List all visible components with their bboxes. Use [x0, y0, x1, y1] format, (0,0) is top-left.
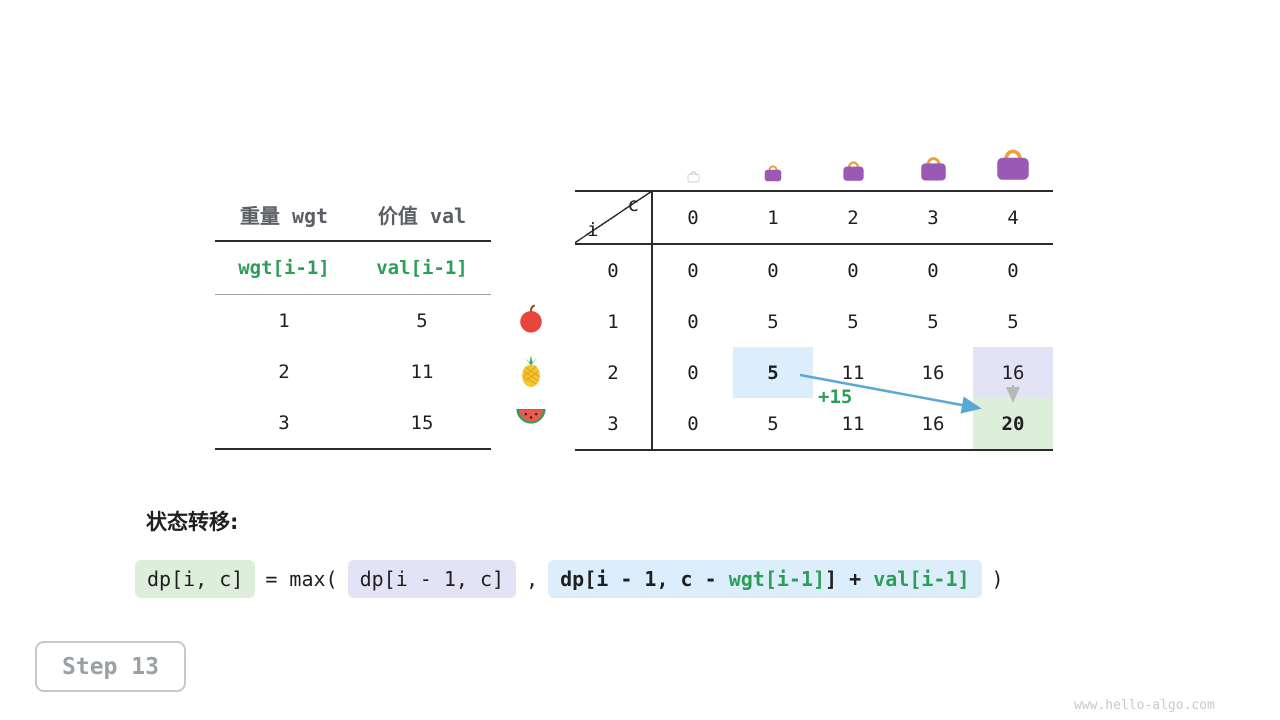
dp-cell-value: 5 — [847, 310, 859, 333]
formula-arg2-var: wgt[i-1] — [728, 567, 826, 591]
formula-separator: , — [526, 567, 539, 591]
dp-cell-value: 0 — [687, 412, 699, 435]
pineapple-icon — [514, 354, 548, 388]
items-cell: 11 — [410, 360, 434, 383]
dp-row-header: 1 — [575, 296, 653, 347]
dp-cell-value: 16 — [973, 347, 1053, 398]
dp-cell-value: 0 — [1007, 259, 1019, 282]
dp-cell-value: 16 — [921, 361, 945, 384]
formula-arg2-box: dp[i - 1, c - wgt[i-1]] + val[i-1] — [548, 560, 982, 598]
dp-column-header: 4 — [973, 192, 1053, 245]
dp-cell-value: 5 — [767, 310, 779, 333]
formula-arg2-var: val[i-1] — [873, 567, 970, 591]
items-column-header: 价值 val — [377, 203, 467, 228]
dp-column-header: 0 — [653, 192, 733, 245]
items-cell: 15 — [410, 411, 434, 434]
dp-row-header: 3 — [575, 398, 653, 449]
dp-cell-value: 20 — [973, 398, 1053, 449]
handbag-icon — [762, 162, 784, 183]
items-table-row: 2 11 — [215, 346, 491, 397]
formula-close-paren: ) — [991, 567, 1004, 591]
handbag-icon — [840, 157, 867, 183]
step-badge: Step 13 — [35, 641, 186, 692]
dp-cell-value: 16 — [921, 412, 945, 435]
dp-cell-value: 0 — [687, 310, 699, 333]
dp-cell-value: 5 — [1007, 310, 1019, 333]
formula-lhs-box: dp[i, c] — [135, 560, 256, 598]
dp-corner-row-var: i — [587, 219, 599, 241]
dp-row-header: 2 — [575, 347, 653, 398]
dp-cell-value: 0 — [687, 361, 699, 384]
state-transition-heading: 状态转移: — [146, 510, 239, 534]
dp-row-header: 0 — [575, 245, 653, 296]
dp-cell-value: 0 — [767, 259, 779, 282]
items-column-header: 重量 wgt — [239, 203, 329, 228]
items-cell: 2 — [278, 360, 290, 383]
dp-cell-value: 0 — [687, 259, 699, 282]
items-var-cell: val[i-1] — [376, 257, 468, 279]
dp-cell-value: 0 — [847, 259, 859, 282]
formula-arg1-box: dp[i - 1, c] — [347, 560, 517, 598]
items-cell: 1 — [278, 309, 290, 332]
dp-cell-value: 5 — [767, 412, 779, 435]
items-cell: 3 — [278, 411, 290, 434]
handbag-icon — [686, 169, 701, 183]
items-table: 重量 wgt 价值 val wgt[i-1] val[i-1] 1 5 2 11 3 15 — [215, 188, 491, 450]
dp-cell-value: 0 — [927, 259, 939, 282]
state-transition-formula: dp[i, c] = max( dp[i - 1, c] , dp[i - 1,… — [135, 560, 1004, 598]
items-table-header-row: 重量 wgt 价值 val — [215, 188, 491, 242]
items-var-cell: wgt[i-1] — [238, 257, 330, 279]
apple-icon — [514, 303, 548, 334]
dp-column-header: 2 — [813, 192, 893, 245]
dp-cell-value: 11 — [841, 412, 865, 435]
dp-cell-value: 5 — [733, 347, 813, 398]
items-var-row: wgt[i-1] val[i-1] — [215, 242, 491, 295]
watermark: www.hello-algo.com — [1074, 698, 1215, 713]
transition-value-annotation: +15 — [818, 386, 853, 408]
dp-column-header: 1 — [733, 192, 813, 245]
dp-column-header: 3 — [893, 192, 973, 245]
items-table-row: 3 15 — [215, 397, 491, 448]
dp-table: c i 0 1 2 3 4 0 0 0 0 0 0 1 0 5 5 5 5 2 0 5 11 16 16 3 0 5 11 16 20 — [575, 190, 1053, 451]
handbag-icon — [992, 143, 1034, 183]
formula-arg2-text: ] + — [825, 567, 874, 591]
formula-operator: = max( — [265, 567, 338, 591]
formula-arg2-text: dp[i - 1, c - — [560, 567, 729, 591]
dp-corner-col-var: c — [627, 194, 639, 216]
dp-cell-value: 5 — [927, 310, 939, 333]
watermelon-icon — [514, 406, 548, 428]
items-cell: 5 — [416, 309, 428, 332]
handbag-icon — [917, 152, 950, 183]
